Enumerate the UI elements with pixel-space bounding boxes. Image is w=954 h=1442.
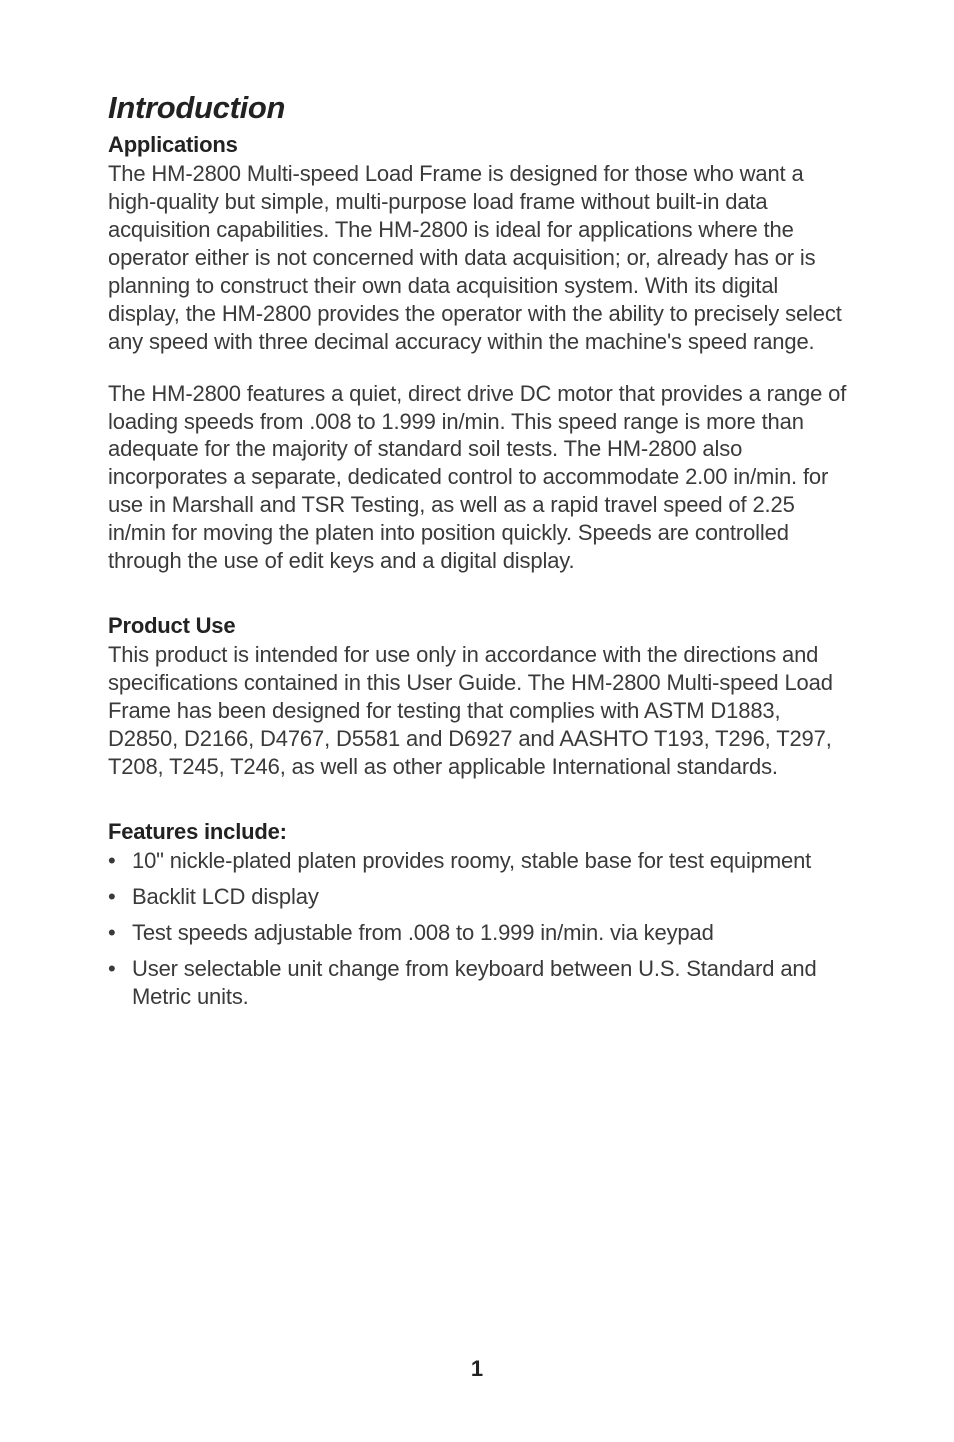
- applications-para-2: The HM-2800 features a quiet, direct dri…: [108, 380, 849, 576]
- section-title: Introduction: [108, 90, 849, 126]
- applications-heading: Applications: [108, 132, 849, 158]
- applications-para-1: The HM-2800 Multi-speed Load Frame is de…: [108, 160, 849, 356]
- paragraph-gap: [108, 356, 849, 380]
- feature-item: 10" nickle-plated platen provides roomy,…: [108, 847, 849, 875]
- product-use-heading: Product Use: [108, 613, 849, 639]
- section-gap: [108, 781, 849, 819]
- features-list: 10" nickle-plated platen provides roomy,…: [108, 847, 849, 1011]
- product-use-para: This product is intended for use only in…: [108, 641, 849, 781]
- feature-item: Backlit LCD display: [108, 883, 849, 911]
- document-page: Introduction Applications The HM-2800 Mu…: [0, 0, 954, 1442]
- page-number: 1: [0, 1356, 954, 1382]
- feature-item: User selectable unit change from keyboar…: [108, 955, 849, 1011]
- features-heading: Features include:: [108, 819, 849, 845]
- section-gap: [108, 575, 849, 613]
- feature-item: Test speeds adjustable from .008 to 1.99…: [108, 919, 849, 947]
